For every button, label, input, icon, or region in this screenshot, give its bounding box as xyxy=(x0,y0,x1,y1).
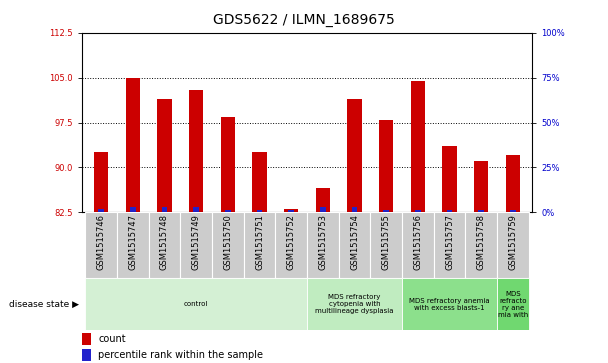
Text: GSM1515747: GSM1515747 xyxy=(128,214,137,270)
Bar xyxy=(434,212,466,278)
Bar xyxy=(82,349,91,362)
Text: GSM1515759: GSM1515759 xyxy=(508,214,517,270)
Bar xyxy=(339,212,370,278)
Text: GSM1515750: GSM1515750 xyxy=(223,214,232,270)
Bar xyxy=(379,119,393,212)
Bar xyxy=(402,278,497,330)
Text: GSM1515757: GSM1515757 xyxy=(445,214,454,270)
Bar xyxy=(402,212,434,278)
Bar xyxy=(98,209,104,212)
Bar xyxy=(370,212,402,278)
Bar xyxy=(443,147,457,212)
Bar xyxy=(126,78,140,212)
Bar xyxy=(351,207,358,212)
Bar xyxy=(478,210,484,212)
Bar xyxy=(117,212,148,278)
Bar xyxy=(181,212,212,278)
Bar xyxy=(189,90,203,212)
Text: GSM1515753: GSM1515753 xyxy=(319,214,327,270)
Bar xyxy=(94,152,108,212)
Text: percentile rank within the sample: percentile rank within the sample xyxy=(98,350,263,360)
Bar xyxy=(506,155,520,212)
Bar xyxy=(221,117,235,212)
Text: disease state ▶: disease state ▶ xyxy=(9,299,79,309)
Bar xyxy=(85,212,117,278)
Bar xyxy=(193,207,199,212)
Bar xyxy=(162,207,167,212)
Text: MDS refractory anemia
with excess blasts-1: MDS refractory anemia with excess blasts… xyxy=(409,298,490,310)
Text: MDS
refracto
ry ane
mia with: MDS refracto ry ane mia with xyxy=(498,290,528,318)
Bar xyxy=(316,188,330,212)
Text: GSM1515758: GSM1515758 xyxy=(477,214,486,270)
Bar xyxy=(347,99,362,212)
Text: control: control xyxy=(184,301,209,307)
Text: GSM1515749: GSM1515749 xyxy=(192,214,201,270)
Bar xyxy=(225,210,230,212)
Bar xyxy=(148,212,181,278)
Bar xyxy=(415,210,421,212)
Bar xyxy=(411,81,425,212)
Bar xyxy=(275,212,307,278)
Text: count: count xyxy=(98,334,126,344)
Bar xyxy=(130,207,136,212)
Text: GSM1515746: GSM1515746 xyxy=(97,214,106,270)
Bar xyxy=(497,212,529,278)
Bar xyxy=(320,207,326,212)
Text: GSM1515756: GSM1515756 xyxy=(413,214,423,270)
Text: GSM1515748: GSM1515748 xyxy=(160,214,169,270)
Bar xyxy=(257,210,263,212)
Text: GSM1515754: GSM1515754 xyxy=(350,214,359,270)
Bar xyxy=(447,210,452,212)
Bar xyxy=(307,278,402,330)
Bar xyxy=(244,212,275,278)
Bar xyxy=(466,212,497,278)
Bar xyxy=(212,212,244,278)
Bar xyxy=(497,278,529,330)
Text: GSM1515755: GSM1515755 xyxy=(382,214,391,270)
Bar xyxy=(288,210,294,212)
Bar xyxy=(82,333,91,345)
Bar xyxy=(307,212,339,278)
Bar xyxy=(474,162,488,212)
Bar xyxy=(252,152,267,212)
Bar xyxy=(510,210,516,212)
Text: MDS refractory
cytopenia with
multilineage dysplasia: MDS refractory cytopenia with multilinea… xyxy=(316,294,394,314)
Bar xyxy=(384,210,389,212)
Bar xyxy=(157,99,171,212)
Text: GSM1515751: GSM1515751 xyxy=(255,214,264,270)
Bar xyxy=(85,278,307,330)
Text: GSM1515752: GSM1515752 xyxy=(287,214,295,270)
Bar xyxy=(284,209,299,212)
Text: GDS5622 / ILMN_1689675: GDS5622 / ILMN_1689675 xyxy=(213,13,395,27)
